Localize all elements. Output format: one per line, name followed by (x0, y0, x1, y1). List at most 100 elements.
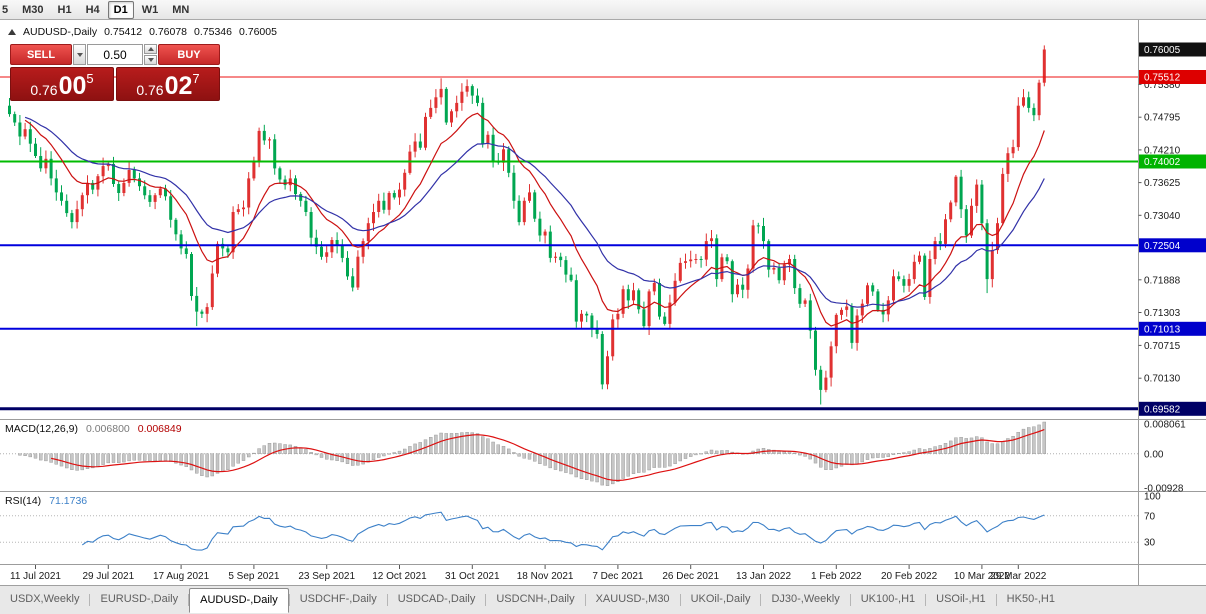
rsi-indicator-header: RSI(14) 71.1736 (5, 495, 87, 507)
candle-body (486, 134, 490, 144)
candle-body (23, 129, 27, 137)
candle-body (819, 369, 823, 390)
sell-button[interactable]: SELL (10, 44, 72, 65)
chevron-down-icon (76, 52, 83, 57)
candle-body (559, 256, 563, 261)
candle-body (205, 307, 209, 314)
volume-dropdown[interactable] (73, 44, 86, 65)
candle-body (850, 306, 854, 343)
chart-tab-audusd-daily[interactable]: AUDUSD-,Daily (189, 588, 289, 613)
time-axis-label: 1 Feb 2022 (811, 571, 862, 582)
candle-body (798, 288, 802, 304)
candle-body (387, 193, 391, 210)
timeframe-button-w1[interactable]: W1 (141, 3, 159, 16)
bid-point: 5 (86, 71, 94, 86)
time-axis-label: 5 Sep 2021 (228, 571, 280, 582)
candle-body (164, 188, 167, 197)
chart-tab-eurusd-daily[interactable]: EURUSD-,Daily (100, 593, 179, 605)
chart-tab-xauusd-m30[interactable]: XAUUSD-,M30 (595, 593, 670, 605)
candle-body (699, 259, 703, 260)
candle-body (80, 195, 84, 210)
volume-increase-button[interactable] (144, 44, 157, 54)
candle-body (595, 328, 599, 334)
chart-tab-uk100-h1[interactable]: UK100-,H1 (860, 593, 916, 605)
candle-body (434, 97, 438, 108)
buy-button[interactable]: BUY (158, 44, 220, 65)
bid-pips: 00 (58, 71, 87, 100)
candle-body (403, 172, 407, 190)
bid-price-display[interactable]: 0.76 00 5 (10, 67, 114, 101)
volume-input[interactable] (87, 44, 143, 65)
price-chart-svg[interactable]: 0.75380 0.74795 0.74210 0.73625 0.73040 0.718… (0, 20, 1206, 585)
ohlc-open: 0.75412 (104, 26, 143, 38)
chart-tab-hk50-h1[interactable]: HK50-,H1 (1006, 593, 1055, 605)
candle-body (444, 88, 448, 123)
candle-body (1011, 147, 1015, 154)
candle-body (954, 176, 958, 203)
timeframe-button-h1[interactable]: H1 (57, 3, 72, 16)
chart-tab-usdcnh-daily[interactable]: USDCNH-,Daily (496, 593, 575, 605)
candle-body (741, 284, 745, 290)
candle-body (845, 306, 849, 310)
candle-body (1001, 173, 1005, 224)
time-axis[interactable]: 11 Jul 2021 29 Jul 2021 17 Aug 2021 5 Sep 2… (10, 565, 1047, 582)
chart-tab-ukoil-daily[interactable]: UKOil-,Daily (690, 593, 751, 605)
rsi-name: RSI(14) (5, 495, 42, 507)
candle-body (663, 316, 667, 324)
timeframe-button-m30[interactable]: M30 (22, 3, 44, 16)
candle-body (366, 223, 370, 242)
candle-body (273, 139, 277, 169)
candle-body (1027, 97, 1031, 108)
timeframe-button-5[interactable]: 5 (2, 3, 9, 16)
candle-body (70, 213, 74, 223)
price-marker-label: 0.75512 (1144, 73, 1181, 84)
tab-separator (584, 594, 586, 606)
chart-tab-usdx-weekly[interactable]: USDX,Weekly (10, 593, 80, 605)
candle-body (933, 241, 937, 259)
candle-body (158, 188, 162, 196)
candle-body (169, 196, 173, 220)
candle-body (564, 260, 568, 275)
price-tick-label: 0.75380 (1144, 80, 1181, 91)
candle-body (314, 237, 318, 247)
chart-tab-usdchf-daily[interactable]: USDCHF-,Daily (299, 593, 377, 605)
caret-up-icon (147, 47, 154, 51)
chart-tab-usoil-h1[interactable]: USOil-,H1 (936, 593, 986, 605)
ask-price-display[interactable]: 0.76 02 7 (116, 67, 220, 101)
candle-body (746, 268, 750, 290)
candle-body (138, 178, 141, 187)
candle-body (730, 261, 734, 295)
candle-body (200, 311, 204, 314)
chart-tab-usdcad-daily[interactable]: USDCAD-,Daily (397, 593, 476, 605)
candle-body (616, 313, 620, 320)
chart-tab-dj30-weekly[interactable]: DJ30-,Weekly (771, 593, 840, 605)
volume-decrease-button[interactable] (144, 55, 157, 65)
candle-body (236, 209, 240, 212)
candle-body (626, 289, 630, 301)
volume-spinner (144, 44, 157, 65)
candle-body (725, 257, 729, 262)
candle-body (44, 158, 48, 169)
timeframe-button-d1[interactable]: D1 (107, 0, 134, 19)
candle-body (678, 262, 682, 281)
candle-body (736, 284, 739, 295)
rsi-line (81, 511, 1045, 551)
rsi-value: 71.1736 (49, 495, 88, 507)
timeframe-button-mn[interactable]: MN (172, 3, 190, 16)
candle-body (351, 276, 355, 288)
candle-body (834, 314, 838, 347)
candle-body (75, 209, 79, 223)
price-marker-box (1139, 70, 1206, 84)
candle-body (450, 111, 453, 123)
candle-body (325, 252, 329, 257)
candle-body (257, 130, 261, 162)
candle-body (1022, 97, 1025, 106)
candle-body (470, 86, 474, 96)
candle-body (881, 309, 885, 315)
time-axis-label: 7 Dec 2021 (592, 571, 644, 582)
price-axis[interactable]: 0.75380 0.74795 0.74210 0.73625 0.73040 0.718… (1138, 42, 1206, 416)
candle-body (647, 291, 651, 327)
candle-body (585, 313, 589, 316)
timeframe-button-h4[interactable]: H4 (85, 3, 100, 16)
time-axis-label: 31 Oct 2021 (445, 571, 500, 582)
